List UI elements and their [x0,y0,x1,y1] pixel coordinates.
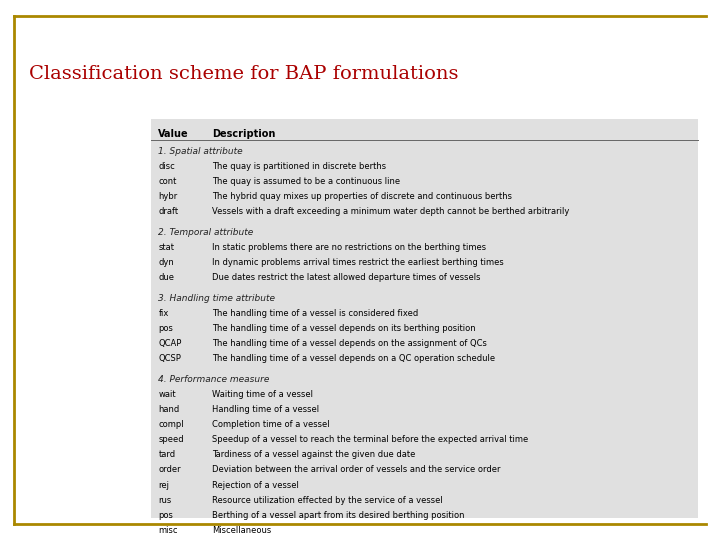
Text: Completion time of a vessel: Completion time of a vessel [212,420,330,429]
Text: order: order [158,465,181,475]
Text: Vessels with a draft exceeding a minimum water depth cannot be berthed arbitrari: Vessels with a draft exceeding a minimum… [212,207,570,217]
Text: Waiting time of a vessel: Waiting time of a vessel [212,390,313,399]
Text: The handling time of a vessel depends on the assignment of QCs: The handling time of a vessel depends on… [212,339,487,348]
Text: Berthing of a vessel apart from its desired berthing position: Berthing of a vessel apart from its desi… [212,511,465,520]
Text: Classification scheme for BAP formulations: Classification scheme for BAP formulatio… [29,65,459,83]
Text: misc: misc [158,526,178,535]
Text: compl: compl [158,420,184,429]
Text: Deviation between the arrival order of vessels and the service order: Deviation between the arrival order of v… [212,465,501,475]
Text: The handling time of a vessel is considered fixed: The handling time of a vessel is conside… [212,309,418,318]
Text: The quay is assumed to be a continuous line: The quay is assumed to be a continuous l… [212,177,400,186]
Text: hybr: hybr [158,192,178,201]
Text: The handling time of a vessel depends on a QC operation schedule: The handling time of a vessel depends on… [212,354,495,363]
Text: Due dates restrict the latest allowed departure times of vessels: Due dates restrict the latest allowed de… [212,273,481,282]
Text: Rejection of a vessel: Rejection of a vessel [212,481,300,490]
Text: Tardiness of a vessel against the given due date: Tardiness of a vessel against the given … [212,450,415,460]
Text: In static problems there are no restrictions on the berthing times: In static problems there are no restrict… [212,243,487,252]
Text: QCAP: QCAP [158,339,181,348]
Text: cont: cont [158,177,177,186]
Text: The handling time of a vessel depends on its berthing position: The handling time of a vessel depends on… [212,324,476,333]
Text: pos: pos [158,511,174,520]
Text: 2. Temporal attribute: 2. Temporal attribute [158,228,253,237]
Text: In dynamic problems arrival times restrict the earliest berthing times: In dynamic problems arrival times restri… [212,258,504,267]
FancyBboxPatch shape [151,119,698,518]
Text: draft: draft [158,207,179,217]
Text: due: due [158,273,174,282]
Text: wait: wait [158,390,176,399]
Text: Speedup of a vessel to reach the terminal before the expected arrival time: Speedup of a vessel to reach the termina… [212,435,528,444]
Text: speed: speed [158,435,184,444]
Text: disc: disc [158,162,175,171]
Text: The quay is partitioned in discrete berths: The quay is partitioned in discrete bert… [212,162,387,171]
Text: The hybrid quay mixes up properties of discrete and continuous berths: The hybrid quay mixes up properties of d… [212,192,513,201]
Text: QCSP: QCSP [158,354,181,363]
Text: tard: tard [158,450,176,460]
Text: fix: fix [158,309,168,318]
Text: Resource utilization effected by the service of a vessel: Resource utilization effected by the ser… [212,496,443,505]
Text: Value: Value [158,129,189,139]
Text: 1. Spatial attribute: 1. Spatial attribute [158,147,243,156]
Text: pos: pos [158,324,174,333]
Text: 4. Performance measure: 4. Performance measure [158,375,270,384]
Text: Handling time of a vessel: Handling time of a vessel [212,405,320,414]
Text: stat: stat [158,243,174,252]
Text: 3. Handling time attribute: 3. Handling time attribute [158,294,275,303]
Text: rej: rej [158,481,169,490]
Text: rus: rus [158,496,171,505]
Text: Miscellaneous: Miscellaneous [212,526,271,535]
Text: hand: hand [158,405,180,414]
Text: Description: Description [212,129,276,139]
Text: dyn: dyn [158,258,174,267]
